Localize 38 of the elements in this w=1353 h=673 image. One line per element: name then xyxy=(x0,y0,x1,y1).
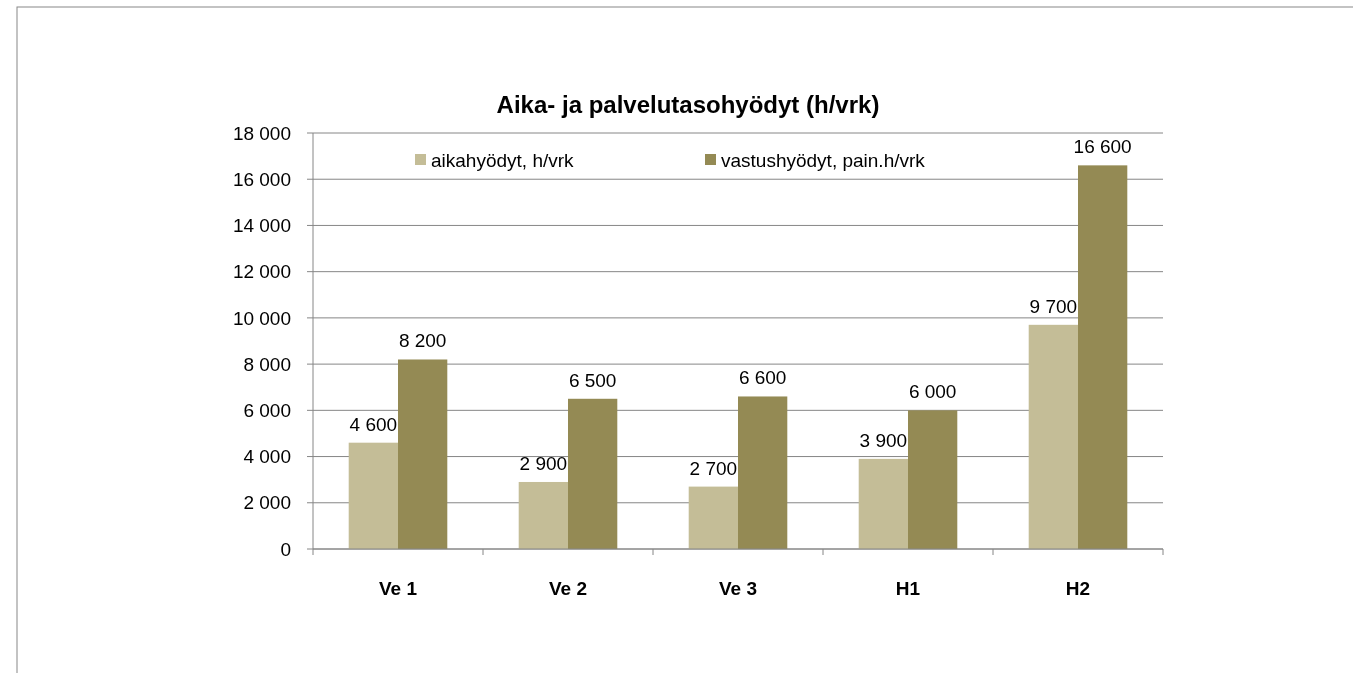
x-tick-label: Ve 2 xyxy=(548,578,588,599)
bar xyxy=(858,458,908,549)
bar xyxy=(688,486,738,549)
y-tick-label: 16 000 xyxy=(232,168,291,190)
y-tick-label: 0 xyxy=(280,538,291,560)
data-label: 8 200 xyxy=(398,330,447,352)
legend-label: aikahyödyt, h/vrk xyxy=(431,149,575,171)
x-tick-label: Ve 1 xyxy=(378,578,418,599)
bar xyxy=(738,396,788,549)
bar xyxy=(518,481,568,549)
x-tick-label: Ve 3 xyxy=(718,578,758,599)
legend-label: vastushyödyt, pain.h/vrk xyxy=(721,149,926,171)
data-label: 4 600 xyxy=(349,413,398,435)
y-tick-label: 14 000 xyxy=(232,215,291,237)
bar xyxy=(348,442,398,549)
bar xyxy=(398,359,448,549)
bar xyxy=(1028,324,1078,549)
data-label: 2 700 xyxy=(689,457,738,479)
data-label: 16 600 xyxy=(1073,136,1132,158)
y-tick-label: 2 000 xyxy=(243,492,291,514)
x-tick-label: H1 xyxy=(895,578,921,599)
chart-title: Aika- ja palvelutasohyödyt (h/vrk) xyxy=(496,91,880,118)
y-tick-label: 18 000 xyxy=(232,122,291,144)
y-tick-label: 10 000 xyxy=(232,307,291,329)
y-tick-label: 4 000 xyxy=(243,446,291,468)
data-label: 6 500 xyxy=(568,369,617,391)
y-tick-label: 8 000 xyxy=(243,353,291,375)
bar xyxy=(568,398,618,549)
x-tick-label: H2 xyxy=(1065,578,1091,599)
y-tick-label: 12 000 xyxy=(232,261,291,283)
data-label: 6 000 xyxy=(908,381,957,403)
data-label: 3 900 xyxy=(859,429,908,451)
data-label: 9 700 xyxy=(1029,295,1078,317)
data-label: 6 600 xyxy=(738,367,787,389)
bar xyxy=(1078,165,1128,549)
y-tick-label: 6 000 xyxy=(243,399,291,421)
data-label: 2 900 xyxy=(519,452,568,474)
bar xyxy=(908,410,958,549)
